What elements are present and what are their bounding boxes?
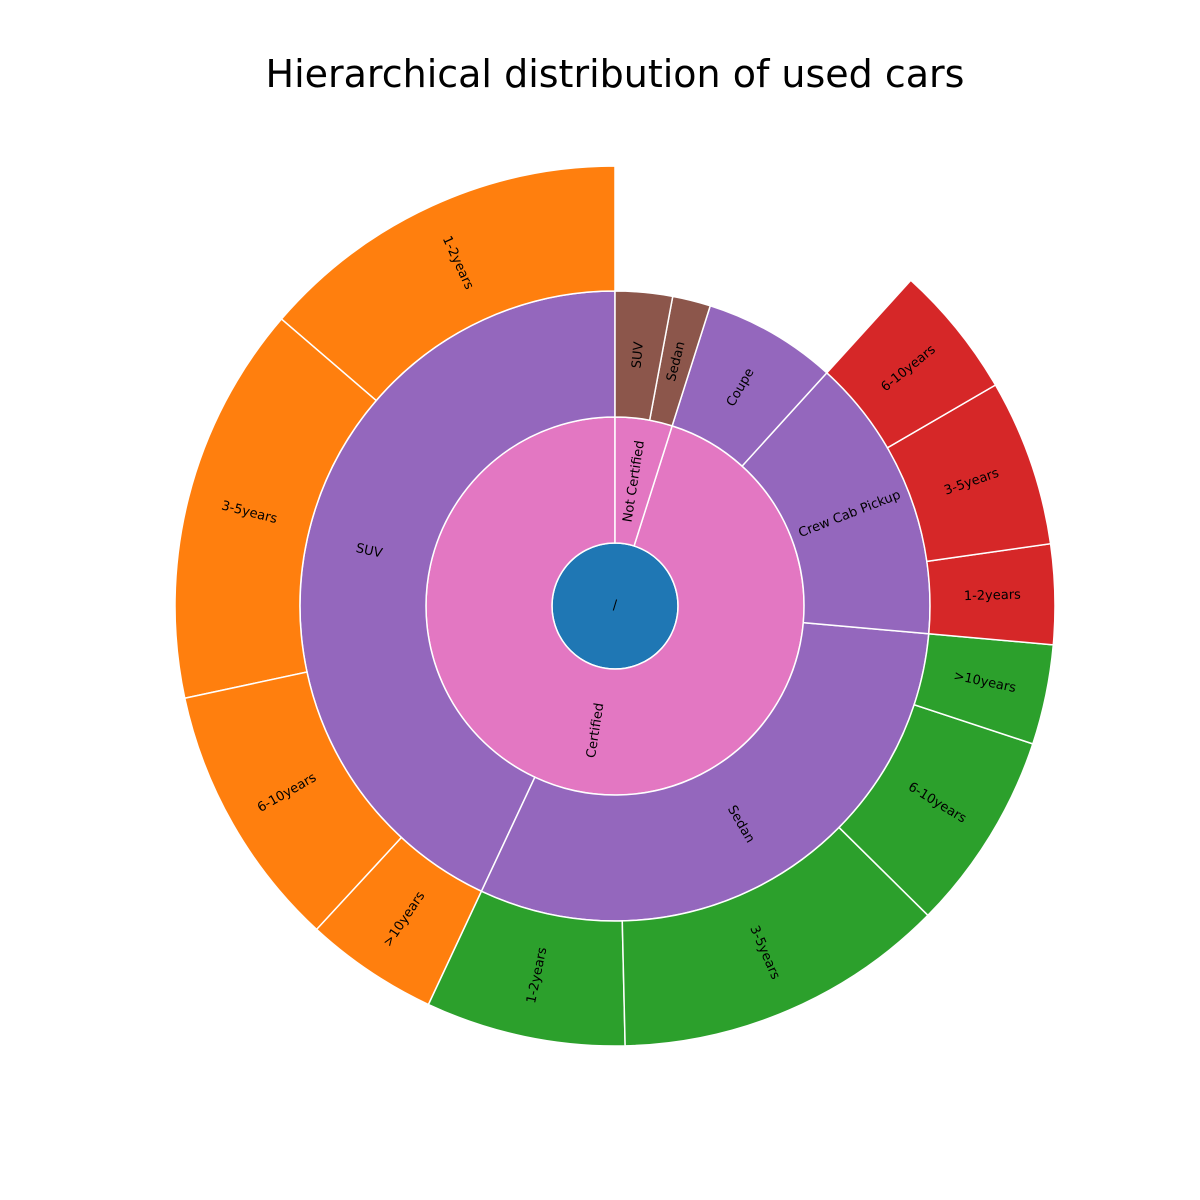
segment-certified-crew-cab-pickup-6-10years <box>825 279 997 449</box>
label-not-certified-suv: SUV <box>629 341 646 369</box>
label-certified-crew-cab-pickup-1-2years: 1-2years <box>964 588 1022 605</box>
segment-not-certified-suv <box>614 290 674 422</box>
chart-title: Hierarchical distribution of used cars <box>265 52 965 96</box>
label-certified-suv: SUV <box>354 541 383 561</box>
label-root: / <box>613 599 618 614</box>
